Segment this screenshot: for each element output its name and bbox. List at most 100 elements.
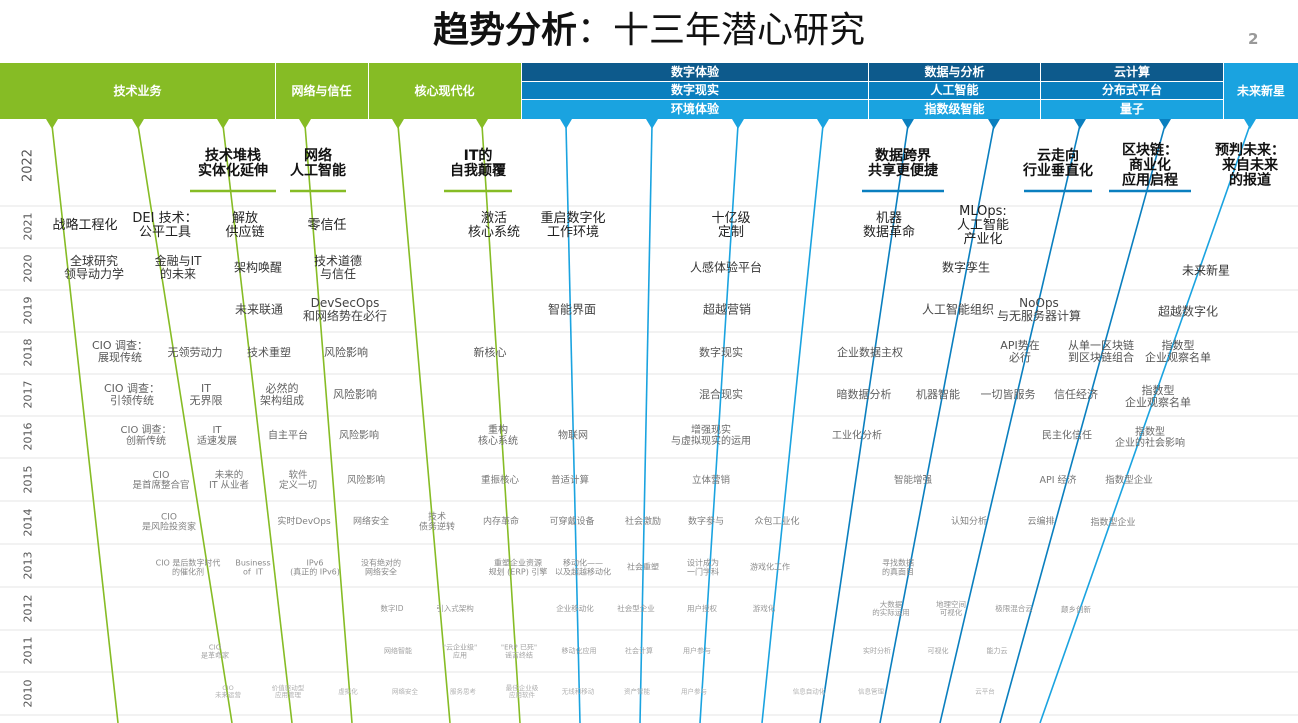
band-b10: 云计算 xyxy=(1041,63,1223,81)
trend-label: 风险影响 xyxy=(333,388,377,402)
title-rest: ：十三年潜心研究 xyxy=(577,10,866,51)
band-pointer xyxy=(46,119,58,129)
trend-label: 社会计算 xyxy=(625,647,653,656)
trend-line xyxy=(761,124,824,723)
trend-label: 指数型 企业观察名单 xyxy=(1145,339,1211,364)
trend-label: 用户参与 xyxy=(683,647,711,656)
band-pointer xyxy=(732,119,744,129)
trend-label: 一切皆服务 xyxy=(980,388,1036,402)
trend-label: 重启数字化 工作环境 xyxy=(540,210,606,240)
year-label: 2017 xyxy=(21,380,35,409)
trend-label: 能力云 xyxy=(986,647,1008,656)
trend-label: 众包工业化 xyxy=(754,517,800,528)
band-separator xyxy=(1041,99,1223,100)
band-pointer xyxy=(817,119,829,129)
trend-label: API势在 必行 xyxy=(1000,339,1040,364)
trend-label: 数字ID xyxy=(380,603,404,613)
year-label: 2018 xyxy=(21,338,35,367)
band-separator xyxy=(868,63,869,119)
trend-label: 实时分析 xyxy=(863,647,891,656)
trend-label: 可视化 xyxy=(927,647,949,656)
trend-label: 人工智能组织 xyxy=(921,302,995,317)
trend-label: CIO 调查： 引领传统 xyxy=(103,382,161,407)
trend-label: 颠乡创新 xyxy=(1061,604,1091,614)
band-pointer xyxy=(299,119,311,129)
trend-label: 机器智能 xyxy=(916,388,960,402)
year-label: 2015 xyxy=(21,465,35,494)
trend-label: 风险影响 xyxy=(324,346,368,360)
trend-label: IT 适速发展 xyxy=(197,425,237,447)
year-label: 2020 xyxy=(21,254,35,283)
trend-label: 激活 核心系统 xyxy=(467,210,521,240)
band-separator xyxy=(1040,63,1041,119)
year-label: 2010 xyxy=(21,679,35,708)
trend-label: 混合现实 xyxy=(699,388,743,402)
band-separator xyxy=(368,63,369,119)
band-b9: 指数级智能 xyxy=(869,99,1040,119)
trend-label: 最佳企业级 应用软件 xyxy=(505,683,539,699)
trend-label: CIO 是革命家 xyxy=(201,643,229,659)
trend-label: 智能界面 xyxy=(547,302,597,317)
trend-label: CIO 是首席整合官 xyxy=(132,469,190,491)
trend-label: 区块链： 商业化 应用启程 xyxy=(1122,142,1178,189)
band-pointer xyxy=(476,119,488,129)
trend-line xyxy=(137,124,233,723)
trend-label: 风险影响 xyxy=(346,474,386,486)
trend-label: 物联网 xyxy=(558,430,588,442)
trend-label: 没有绝对的 网络安全 xyxy=(361,558,401,576)
trend-label: 增强现实 与虚拟现实的运用 xyxy=(671,425,751,447)
trend-label: 全球研究 领导动力学 xyxy=(63,254,125,281)
year-label: 2011 xyxy=(21,636,35,665)
trend-line xyxy=(639,124,653,723)
band-b2: 网络与信任 xyxy=(275,63,368,119)
trend-label: 重构 核心系统 xyxy=(478,425,518,447)
trend-label: 信息管理 xyxy=(858,687,884,696)
trend-label: 工业化分析 xyxy=(832,430,882,442)
trend-label: Business of IT xyxy=(235,558,271,576)
year-label: 2021 xyxy=(21,212,35,241)
trend-label: 网络安全 xyxy=(352,517,390,528)
trend-label: 网络 人工智能 xyxy=(290,147,346,179)
band-pointer xyxy=(1159,119,1171,129)
trend-label: 实时DevOps xyxy=(277,517,331,528)
trend-label: 社会重塑 xyxy=(627,562,659,572)
trend-label: CIO 调查： 展现传统 xyxy=(91,339,149,364)
trend-label: 解放 供应链 xyxy=(225,210,265,240)
band-pointer xyxy=(902,119,914,129)
trend-label: 重塑企业资源 规划 (ERP) 引擎 xyxy=(488,558,548,576)
trend-label: 社会型企业 xyxy=(617,603,655,613)
trend-label: CIO 未来运营 xyxy=(215,683,241,699)
trend-line xyxy=(304,124,353,723)
band-pointer xyxy=(132,119,144,129)
trend-label: 游戏化工作 xyxy=(750,562,790,572)
trend-label: 云编排 xyxy=(1027,517,1055,528)
trend-label: 智能增强 xyxy=(893,474,933,486)
trend-label: 软件 定义一切 xyxy=(278,469,318,491)
trend-label: 地理空间 可视化 xyxy=(936,599,966,617)
trend-label: "云企业级" 应用 xyxy=(442,643,478,659)
band-separator xyxy=(1223,63,1224,119)
trend-label: 大数据 的实际运用 xyxy=(872,599,910,617)
page-title: 趋势分析：十三年潜心研究 xyxy=(0,6,1298,56)
trend-label: 十亿级 定制 xyxy=(711,210,751,240)
trend-label: 可穿戴设备 xyxy=(549,517,595,528)
band-pointer xyxy=(392,119,404,129)
trend-line xyxy=(397,124,451,723)
band-pointer xyxy=(1074,119,1086,129)
trend-label: 数字参与 xyxy=(687,517,725,528)
trend-label: 移动化应用 xyxy=(561,647,597,656)
title-bold: 趋势分析 xyxy=(432,10,577,51)
trend-label: 指数型 企业观察名单 xyxy=(1125,384,1191,409)
band-b4: 数字体验 xyxy=(522,63,868,81)
year-label: 2022 xyxy=(20,148,36,183)
trend-label: IT 无界限 xyxy=(189,382,223,407)
trend-label: 技术重塑 xyxy=(247,346,291,360)
year-label: 2019 xyxy=(21,296,35,325)
band-separator xyxy=(869,81,1040,82)
trend-label: 认知分析 xyxy=(950,517,988,528)
trend-label: 移动化—— 以及超越移动化 xyxy=(555,558,611,576)
trend-label: 重振核心 xyxy=(480,474,520,486)
band-b13: 未来新星 xyxy=(1224,63,1298,119)
trend-label: 未来联通 xyxy=(234,302,284,317)
